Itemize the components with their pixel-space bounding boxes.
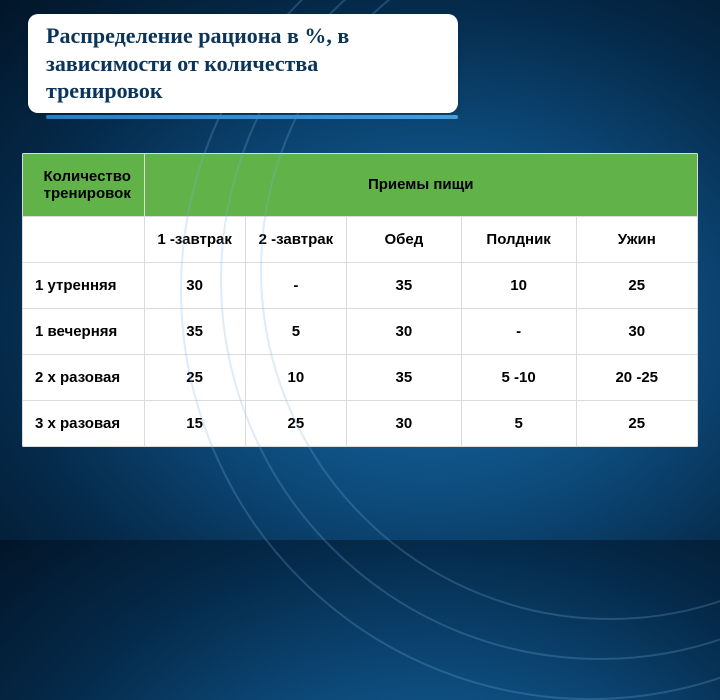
table-row: 1 вечерняя 35 5 30 - 30 [23, 308, 698, 354]
row-label: 1 вечерняя [23, 308, 145, 354]
row-label: 2 х разовая [23, 354, 145, 400]
cell: 10 [245, 354, 346, 400]
cell: 10 [461, 262, 576, 308]
cell: 35 [347, 354, 462, 400]
cell: 5 [245, 308, 346, 354]
col-dinner: Ужин [576, 216, 698, 262]
cell: 5 -10 [461, 354, 576, 400]
header-training-count: Количество тренировок [23, 153, 145, 216]
title-tab: Распределение рациона в %, в зависимости… [28, 14, 458, 113]
cell: 25 [144, 354, 245, 400]
cell: 15 [144, 400, 245, 446]
cell: 35 [347, 262, 462, 308]
cell: 5 [461, 400, 576, 446]
page-title: Распределение рациона в %, в зависимости… [46, 22, 440, 105]
cell: 25 [576, 262, 698, 308]
col-breakfast2: 2 -завтрак [245, 216, 346, 262]
subheader-empty [23, 216, 145, 262]
cell: 25 [576, 400, 698, 446]
col-breakfast1: 1 -завтрак [144, 216, 245, 262]
table-header-row: Количество тренировок Приемы пищи [23, 153, 698, 216]
title-bar: Распределение рациона в %, в зависимости… [0, 0, 720, 123]
table-row: 3 х разовая 15 25 30 5 25 [23, 400, 698, 446]
cell: 20 -25 [576, 354, 698, 400]
table-row: 1 утренняя 30 - 35 10 25 [23, 262, 698, 308]
cell: 30 [576, 308, 698, 354]
header-meals-group: Приемы пищи [144, 153, 698, 216]
cell: 35 [144, 308, 245, 354]
table-subheader-row: 1 -завтрак 2 -завтрак Обед Полдник Ужин [23, 216, 698, 262]
col-lunch: Обед [347, 216, 462, 262]
col-snack: Полдник [461, 216, 576, 262]
cell: - [245, 262, 346, 308]
cell: 30 [144, 262, 245, 308]
table-row: 2 х разовая 25 10 35 5 -10 20 -25 [23, 354, 698, 400]
ration-table-container: Количество тренировок Приемы пищи 1 -зав… [22, 153, 698, 447]
cell: 30 [347, 308, 462, 354]
row-label: 3 х разовая [23, 400, 145, 446]
ration-table: Количество тренировок Приемы пищи 1 -зав… [22, 153, 698, 447]
cell: - [461, 308, 576, 354]
cell: 30 [347, 400, 462, 446]
cell: 25 [245, 400, 346, 446]
row-label: 1 утренняя [23, 262, 145, 308]
